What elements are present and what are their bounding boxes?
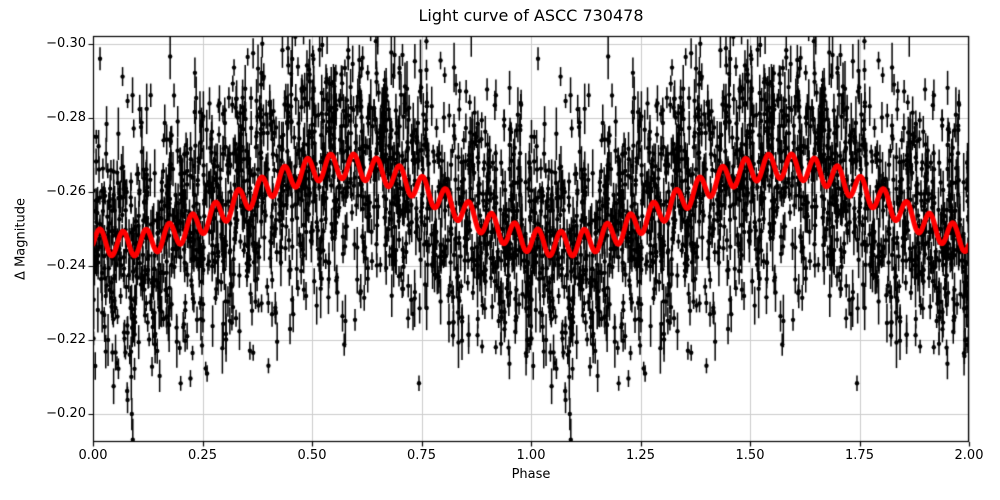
y-tick-label: −0.20 [46,405,86,421]
x-axis-label: Phase [511,467,551,482]
y-tick-label: −0.30 [46,36,86,52]
x-tick-label: 0.00 [78,448,108,463]
x-tick-label: 1.75 [845,448,874,463]
x-tick-label: 1.50 [735,448,765,463]
y-tick-label: −0.22 [46,331,86,347]
x-tick-label: 1.00 [516,448,546,463]
x-tick-label: 2.00 [954,448,984,463]
x-tick-label: 1.25 [626,448,655,463]
y-tick-label: −0.26 [46,184,86,200]
x-tick-label: 0.25 [188,448,217,463]
chart-title: Light curve of ASCC 730478 [418,6,644,25]
x-tick-label: 0.50 [297,448,327,463]
y-tick-label: −0.28 [46,110,86,126]
x-tick-label: 0.75 [407,448,436,463]
y-tick-label: −0.24 [46,257,86,273]
